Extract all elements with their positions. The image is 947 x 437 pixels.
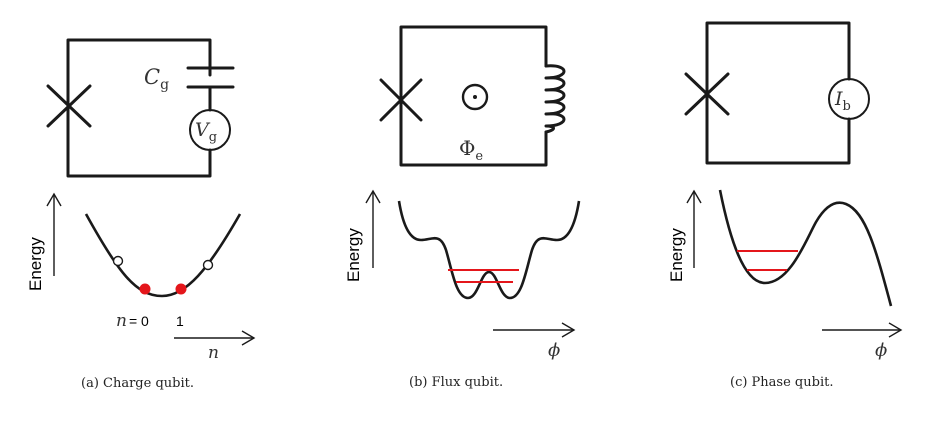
- energy-axis-label: Energy: [344, 228, 363, 282]
- state-marker-filled: [175, 283, 187, 295]
- caption-a: (a) Charge qubit.: [81, 376, 194, 391]
- charge-circuit: Cg Vg: [46, 38, 235, 178]
- circuit-wire: [399, 25, 548, 167]
- charge-energy-plot: Energy n = 0 1 n: [26, 192, 256, 363]
- state-marker-open: [202, 259, 214, 271]
- state-marker-filled: [139, 283, 151, 295]
- external-flux-symbol: Φe: [459, 136, 483, 164]
- charge-parabola: [84, 213, 242, 298]
- bias-current-symbol: Ib: [834, 88, 851, 114]
- phase-circuit: Ib: [684, 21, 870, 165]
- flux-circuit: Φe: [379, 25, 566, 167]
- phi-axis-label: ϕ: [875, 340, 887, 361]
- panel-charge-qubit: Cg Vg Energy n = 0 1 n (a) Charge qubit.: [26, 38, 256, 391]
- caption-b: (b) Flux qubit.: [409, 375, 503, 390]
- energy-axis-label: Energy: [26, 237, 45, 291]
- gate-capacitance-symbol: Cg: [144, 65, 169, 93]
- circuit-wire: [705, 21, 851, 165]
- gate-voltage-symbol: Vg: [195, 119, 217, 145]
- energy-axis-label: Energy: [667, 228, 686, 282]
- charge-number-label: n = 0: [116, 311, 149, 331]
- state-marker-open: [112, 255, 124, 267]
- current-source-icon: [828, 78, 870, 120]
- caption-c: (c) Phase qubit.: [730, 375, 833, 390]
- voltage-source-icon: [189, 109, 231, 151]
- flux-energy-plot: Energy ϕ: [344, 189, 581, 361]
- inductor-icon: [544, 64, 566, 134]
- josephson-junction-icon: [46, 84, 92, 128]
- tilted-washboard-potential: [718, 189, 893, 307]
- phi-axis-label: ϕ: [548, 340, 560, 361]
- josephson-junction-icon: [379, 78, 423, 122]
- circuit-wire: [66, 38, 212, 178]
- flux-out-of-page-icon: [461, 83, 489, 111]
- josephson-junction-icon: [684, 72, 730, 116]
- panel-flux-qubit: Φe Energy ϕ (b) Flux qubit.: [344, 25, 581, 390]
- double-well-potential: [397, 200, 581, 300]
- panel-phase-qubit: Ib Energy ϕ (c) Phase qubit.: [667, 21, 903, 390]
- phase-energy-plot: Energy ϕ: [667, 189, 903, 361]
- charge-number-one: 1: [176, 313, 184, 329]
- n-axis-label: n: [208, 343, 219, 363]
